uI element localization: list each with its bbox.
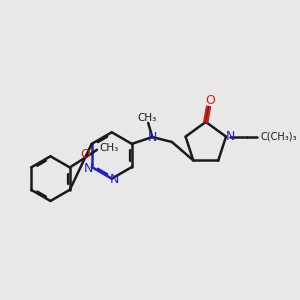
Text: O: O: [80, 148, 90, 161]
Text: N: N: [110, 173, 119, 187]
Text: CH₃: CH₃: [99, 143, 119, 153]
Text: N: N: [148, 130, 157, 144]
Text: N: N: [84, 162, 93, 175]
Text: CH₃: CH₃: [137, 113, 156, 123]
Text: C(CH₃)₃: C(CH₃)₃: [260, 131, 297, 141]
Text: N: N: [225, 130, 235, 143]
Text: O: O: [205, 94, 215, 107]
